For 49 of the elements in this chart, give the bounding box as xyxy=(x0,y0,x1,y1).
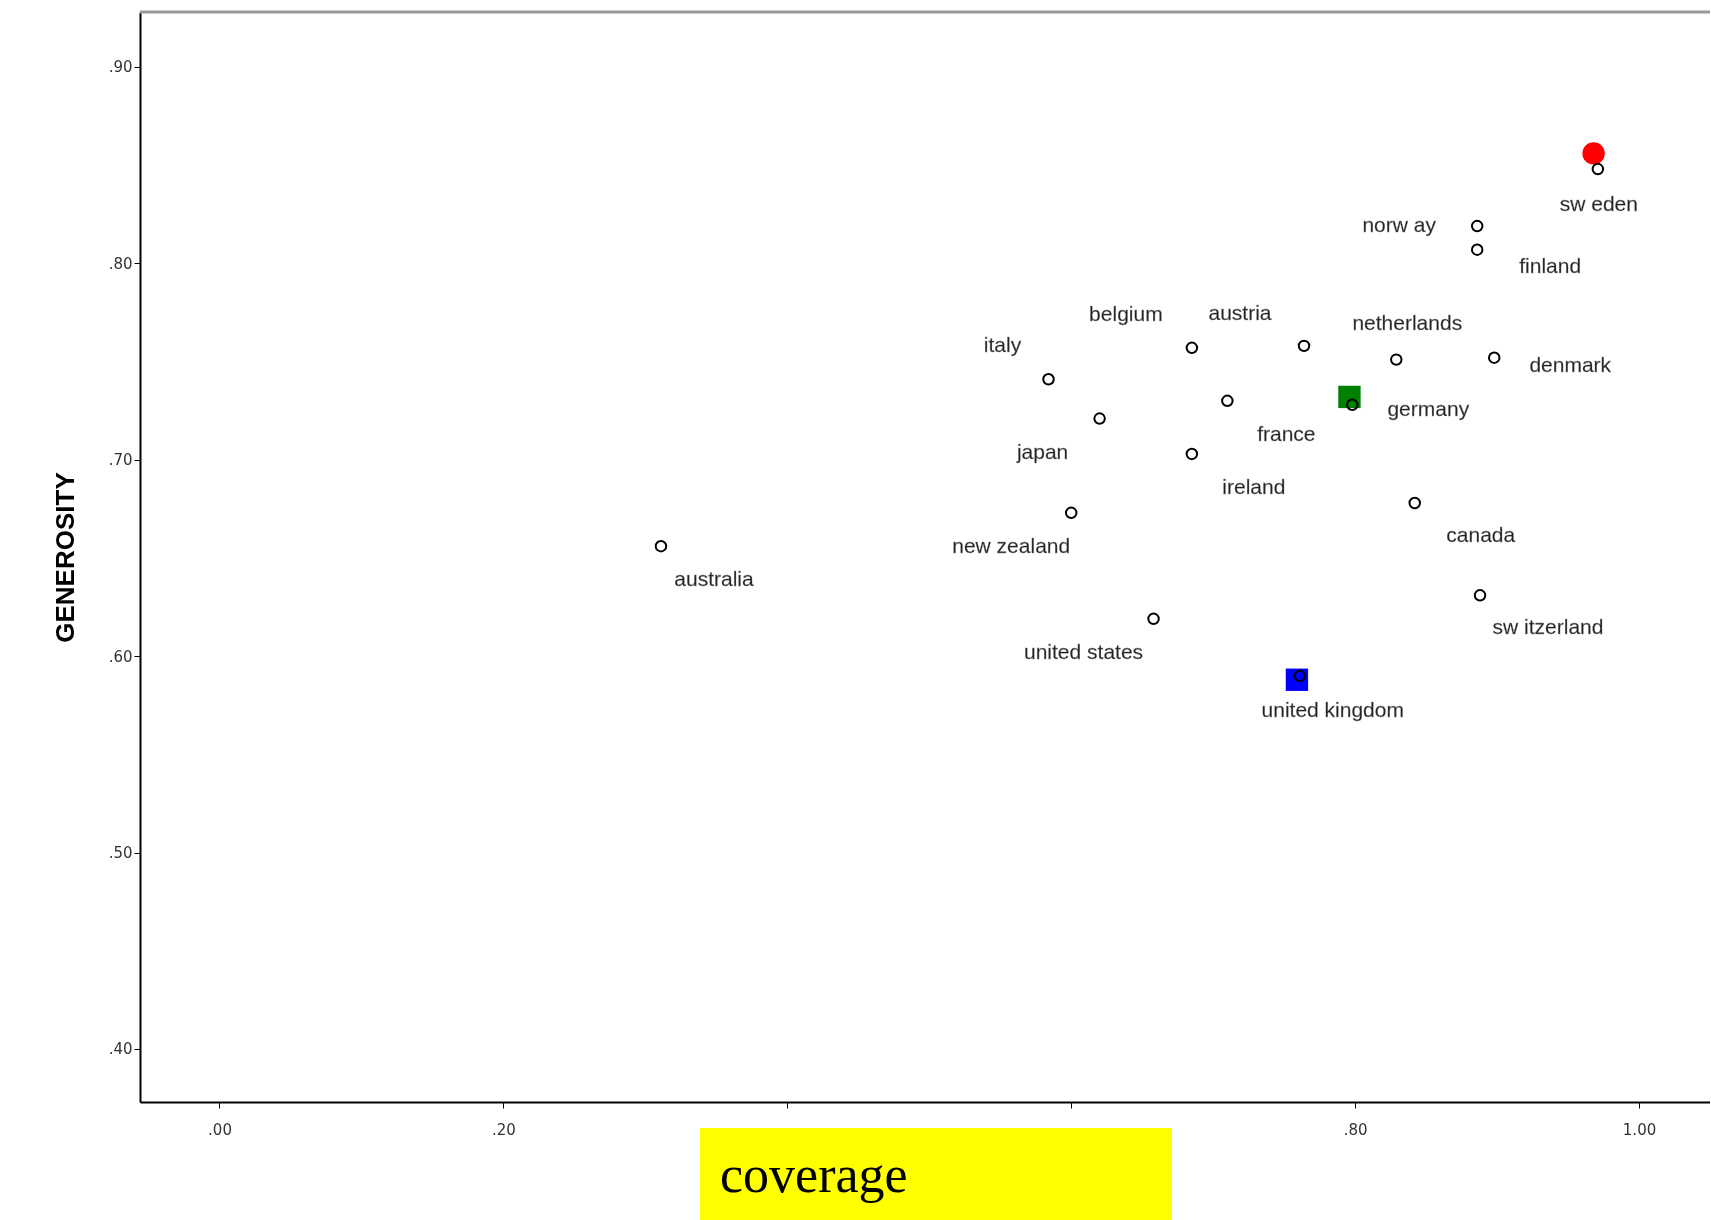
annotation: australia xyxy=(674,567,754,591)
point xyxy=(1470,219,1484,233)
y-tick-label: .90 xyxy=(108,58,133,77)
y-tick-label: .80 xyxy=(108,254,133,273)
annotation: france xyxy=(1257,421,1316,445)
annotation: austria xyxy=(1208,300,1272,324)
annotation: united states xyxy=(1024,639,1144,663)
x-tick-label: 1.00 xyxy=(1622,1120,1657,1139)
annotation: japan xyxy=(1015,439,1069,463)
annotation: new zealand xyxy=(952,533,1071,557)
y-tick-label: .40 xyxy=(108,1040,133,1059)
point xyxy=(1582,142,1605,165)
point xyxy=(1093,412,1106,425)
point xyxy=(1408,496,1421,510)
point xyxy=(1147,612,1160,626)
annotation: norw ay xyxy=(1362,213,1437,237)
point xyxy=(1064,506,1078,520)
point xyxy=(1221,394,1234,408)
point xyxy=(1591,162,1605,176)
point xyxy=(1473,589,1487,602)
point xyxy=(1390,353,1403,366)
point xyxy=(1346,398,1359,412)
axis-title-box: coverage xyxy=(700,1128,1172,1220)
y-axis-title: GENEROSITY xyxy=(49,472,80,643)
point xyxy=(1338,385,1361,409)
annotation: united kingdom xyxy=(1261,697,1404,721)
annotation: ireland xyxy=(1222,474,1286,498)
annotation: belgium xyxy=(1089,301,1163,325)
y-tick-label: .70 xyxy=(108,451,133,470)
point xyxy=(1470,243,1484,256)
annotation: germany xyxy=(1387,396,1470,420)
annotation: sw eden xyxy=(1559,192,1638,216)
point xyxy=(654,539,668,553)
annotation: netherlands xyxy=(1352,310,1463,334)
y-tick-label: .50 xyxy=(108,844,133,863)
point xyxy=(1297,339,1311,353)
annotation: finland xyxy=(1519,253,1582,277)
y-tick-label: .60 xyxy=(108,647,133,666)
x-tick-label: .20 xyxy=(491,1120,516,1139)
point xyxy=(1487,351,1501,364)
point xyxy=(1185,341,1199,355)
x-tick-label: .00 xyxy=(208,1120,232,1139)
point xyxy=(1042,373,1055,386)
x-tick-label: .80 xyxy=(1343,1120,1368,1139)
point xyxy=(1185,447,1199,461)
annotation: denmark xyxy=(1529,352,1612,376)
annotation: italy xyxy=(983,333,1022,357)
annotation: canada xyxy=(1446,522,1516,546)
annotation: sw itzerland xyxy=(1492,615,1604,639)
